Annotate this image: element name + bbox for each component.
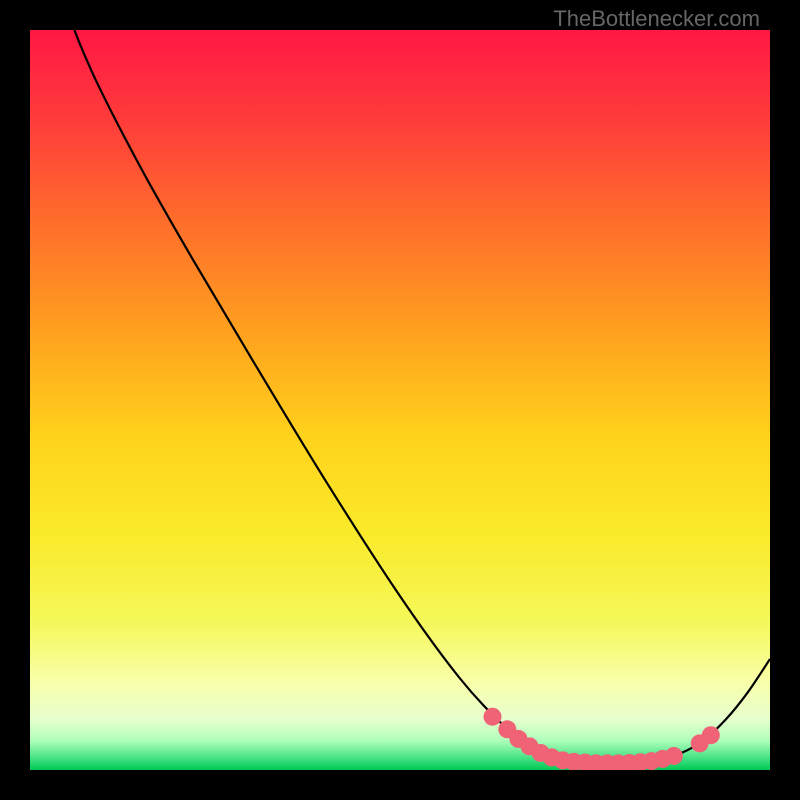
marker-point: [702, 726, 720, 744]
bottleneck-chart: [30, 30, 770, 770]
watermark-text: TheBottlenecker.com: [553, 6, 760, 32]
marker-point: [484, 708, 502, 726]
chart-container: [30, 30, 770, 770]
chart-background: [30, 30, 770, 770]
marker-point: [665, 747, 683, 765]
